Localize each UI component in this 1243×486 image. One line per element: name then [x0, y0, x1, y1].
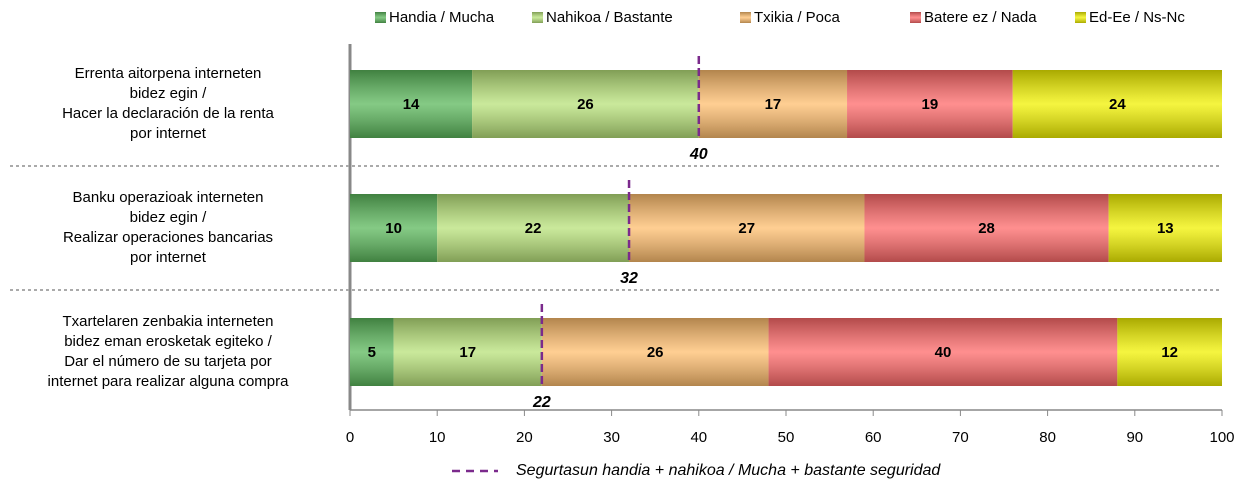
bar-shade — [864, 194, 1109, 262]
bar-shade — [1117, 318, 1222, 386]
bar-shade — [1108, 194, 1222, 262]
category-label: Txartelaren zenbakia interneten bidez em… — [47, 313, 289, 390]
data-label: 5 — [368, 344, 376, 361]
x-tick-label: 10 — [429, 429, 446, 446]
x-tick-label: 50 — [778, 429, 795, 446]
legend-label: Txikia / Poca — [754, 9, 841, 26]
data-label: 26 — [647, 344, 664, 361]
marker-label: 40 — [689, 146, 708, 163]
data-label: 12 — [1161, 344, 1178, 361]
x-tick-label: 40 — [690, 429, 707, 446]
legend-swatch-shade — [375, 12, 386, 23]
marker-label: 22 — [532, 394, 551, 411]
bar-shade — [847, 70, 1013, 138]
bar-shade — [350, 70, 473, 138]
data-label: 13 — [1157, 220, 1174, 237]
data-label: 26 — [577, 96, 594, 113]
data-label: 24 — [1109, 96, 1126, 113]
marker-label: 32 — [620, 270, 638, 287]
category-label: Banku operazioak interneten bidez egin /… — [62, 189, 274, 266]
bar-shade — [393, 318, 542, 386]
bar-shade — [437, 194, 630, 262]
x-tick-label: 80 — [1039, 429, 1056, 446]
data-label: 10 — [385, 220, 402, 237]
x-tick-label: 30 — [603, 429, 620, 446]
legend-swatch-shade — [740, 12, 751, 23]
legend-label: Nahikoa / Bastante — [546, 9, 673, 26]
marker-legend-label: Segurtasun handia + nahikoa / Mucha + ba… — [516, 462, 941, 479]
data-label: 28 — [978, 220, 995, 237]
bar-shade — [350, 318, 394, 386]
bar-shade — [629, 194, 865, 262]
x-tick-label: 60 — [865, 429, 882, 446]
legend-label: Handia / Mucha — [389, 9, 495, 26]
bar-shade — [768, 318, 1118, 386]
data-label: 17 — [459, 344, 476, 361]
legend-label: Ed-Ee / Ns-Nc — [1089, 9, 1185, 26]
data-label: 22 — [525, 220, 542, 237]
x-tick-label: 90 — [1126, 429, 1143, 446]
data-label: 27 — [738, 220, 755, 237]
bar-shade — [1012, 70, 1222, 138]
x-tick-label: 20 — [516, 429, 533, 446]
legend-swatch-shade — [532, 12, 543, 23]
legend-swatch-shade — [1075, 12, 1086, 23]
bar-shade — [698, 70, 848, 138]
legend-label: Batere ez / Nada — [924, 9, 1037, 26]
data-label: 19 — [922, 96, 939, 113]
legend-swatch-shade — [910, 12, 921, 23]
x-tick-label: 100 — [1209, 429, 1234, 446]
category-label: Errenta aitorpena interneten bidez egin … — [62, 65, 274, 142]
bar-shade — [472, 70, 699, 138]
bar-shade — [541, 318, 769, 386]
x-tick-label: 70 — [952, 429, 969, 446]
data-label: 17 — [765, 96, 782, 113]
x-tick-label: 0 — [346, 429, 354, 446]
data-label: 14 — [403, 96, 420, 113]
bar-shade — [350, 194, 438, 262]
data-label: 40 — [935, 344, 952, 361]
